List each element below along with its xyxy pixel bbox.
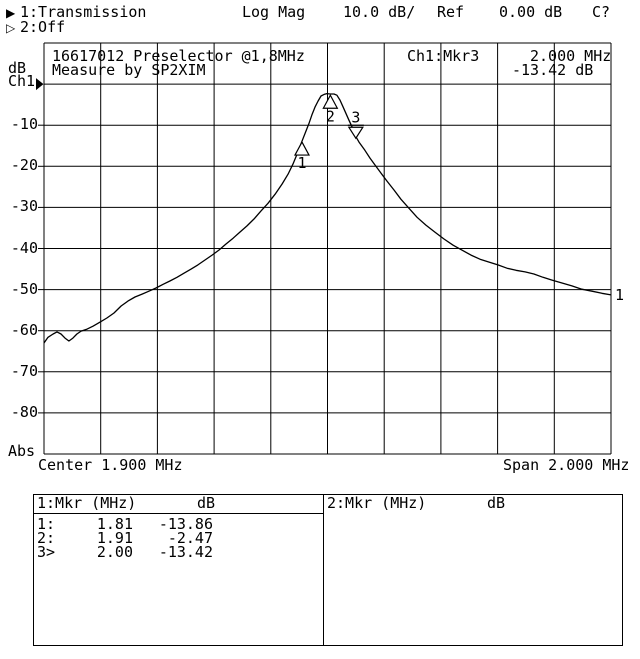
marker-row-frequency: 2.00 xyxy=(96,543,133,561)
cal-status-flag: C? xyxy=(592,3,611,21)
marker-row-level: -2.47 xyxy=(167,529,213,547)
y-axis-tick-label: -30 xyxy=(10,197,38,215)
marker-table-divider xyxy=(323,494,324,646)
marker-row-frequency: 1.81 xyxy=(96,515,133,533)
marker-2-symbol: 2 xyxy=(322,93,339,125)
svg-text:1: 1 xyxy=(297,154,306,172)
center-frequency-label: Center 1.900 MHz xyxy=(38,456,183,474)
y-axis-abs-label: Abs xyxy=(8,442,36,460)
ref-level-value: 0.00 dB xyxy=(499,3,563,21)
marker-3-symbol: 3 xyxy=(347,108,364,140)
marker-table-box xyxy=(33,494,623,646)
trace-ch1 xyxy=(43,92,612,344)
y-axis-tick-label: -50 xyxy=(10,280,38,298)
ref-label: Ref xyxy=(437,3,465,21)
svg-text:2: 2 xyxy=(326,107,335,125)
y-axis-channel-label: Ch1 xyxy=(8,72,36,90)
marker-row-label: 3> xyxy=(37,543,56,561)
y-axis-tick-label: -80 xyxy=(10,403,38,421)
y-axis-tick-label: -20 xyxy=(10,156,38,174)
grid xyxy=(38,42,612,455)
y-axis-tick-label: -60 xyxy=(10,321,38,339)
trace-1-label: 1:Transmission xyxy=(20,3,147,21)
marker-table-1-header: 1:Mkr (MHz) xyxy=(37,494,137,512)
marker-readout-frequency: 2.000 MHz xyxy=(530,47,612,65)
marker-table-2-unit: dB xyxy=(487,494,506,512)
marker-table-header-underline xyxy=(33,513,323,514)
marker-row-label: 2: xyxy=(37,529,56,547)
marker-row-level: -13.86 xyxy=(158,515,213,533)
channel-2-inactive-marker-icon: ▷ xyxy=(6,21,16,35)
y-axis-tick-label: -40 xyxy=(10,239,38,257)
trace-end-channel-label: 1 xyxy=(615,286,624,304)
marker-1-symbol: 1 xyxy=(293,140,310,172)
y-axis-tick-label: -10 xyxy=(10,115,38,133)
trace-2-label: 2:Off xyxy=(20,18,66,36)
marker-row-frequency: 1.91 xyxy=(96,529,133,547)
plot-annotation-line-2: Measure by SP2XIM xyxy=(52,61,206,79)
svg-text:3: 3 xyxy=(351,108,360,126)
y-axis-tick-label: -70 xyxy=(10,362,38,380)
ref-level-pointer-icon xyxy=(36,78,44,91)
channel-1-active-marker-icon: ▶ xyxy=(6,6,16,20)
marker-table-1-unit: dB xyxy=(197,494,216,512)
format-label: Log Mag xyxy=(242,3,306,21)
marker-row-level: -13.42 xyxy=(158,543,213,561)
marker-row-label: 1: xyxy=(37,515,56,533)
marker-table-2-header: 2:Mkr (MHz) xyxy=(327,494,427,512)
y-axis-unit-label: dB xyxy=(8,59,27,77)
marker-readout-level: -13.42 dB xyxy=(512,61,594,79)
marker-readout-channel: Ch1:Mkr3 xyxy=(407,47,480,65)
scale-per-div-value: 10.0 dB/ xyxy=(343,3,416,21)
plot-annotation-line-1: 16617012 Preselector @1,8MHz xyxy=(52,47,305,65)
span-label: Span 2.000 MHz xyxy=(503,456,630,474)
